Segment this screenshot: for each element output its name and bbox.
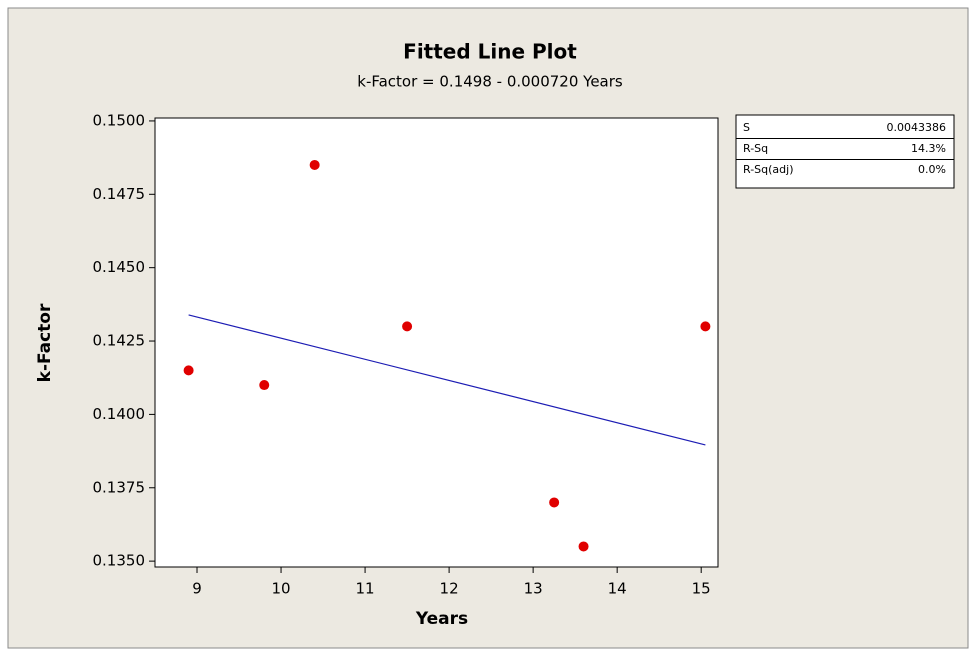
x-axis-label: Years bbox=[415, 609, 468, 629]
fit-line bbox=[188, 314, 706, 446]
stat-value: 14.3% bbox=[911, 142, 946, 155]
point bbox=[259, 380, 270, 391]
y-tick-label: 0.1350 bbox=[93, 552, 146, 570]
x-tick-label: 12 bbox=[440, 580, 459, 598]
y-tick-label: 0.1475 bbox=[93, 185, 146, 203]
point bbox=[700, 321, 711, 332]
chart-subtitle: k-Factor = 0.1498 - 0.000720 Years bbox=[357, 73, 623, 91]
stat-value: 0.0043386 bbox=[887, 121, 947, 134]
y-axis-label: k-Factor bbox=[35, 303, 55, 382]
stats-box bbox=[735, 114, 955, 189]
x-tick-label: 15 bbox=[692, 580, 711, 598]
y-tick-label: 0.1450 bbox=[93, 258, 146, 276]
x-tick-label: 13 bbox=[524, 580, 543, 598]
x-tick-label: 9 bbox=[192, 580, 202, 598]
point bbox=[183, 365, 194, 376]
plot-area bbox=[154, 117, 719, 568]
y-tick-label: 0.1425 bbox=[93, 332, 146, 350]
stat-name: R-Sq bbox=[743, 142, 768, 155]
x-tick-label: 10 bbox=[271, 580, 290, 598]
stat-name: R-Sq(adj) bbox=[743, 163, 794, 176]
x-tick-label: 11 bbox=[356, 580, 375, 598]
stat-value: 0.0% bbox=[918, 163, 946, 176]
y-tick-label: 0.1400 bbox=[93, 405, 146, 423]
stat-name: S bbox=[743, 121, 750, 134]
x-tick-label: 14 bbox=[608, 580, 627, 598]
chart-title: Fitted Line Plot bbox=[403, 40, 577, 64]
point bbox=[309, 159, 320, 170]
point bbox=[549, 497, 560, 508]
point bbox=[402, 321, 413, 332]
y-tick-label: 0.1500 bbox=[93, 111, 146, 129]
y-tick-label: 0.1375 bbox=[93, 478, 146, 496]
point bbox=[578, 541, 589, 552]
